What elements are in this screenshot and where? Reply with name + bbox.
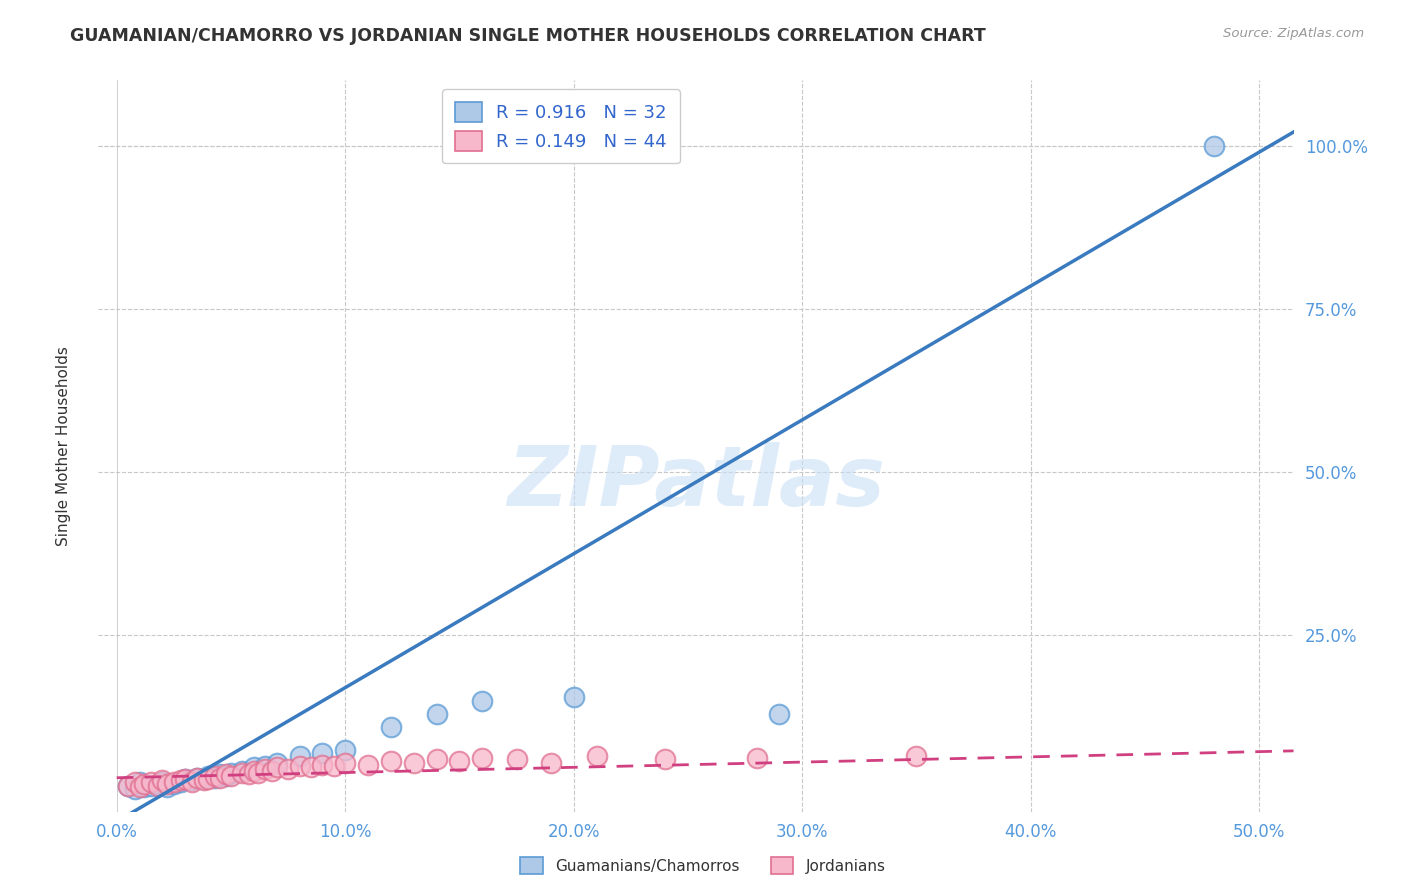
Point	[219, 769, 242, 783]
Point	[204, 771, 226, 785]
Point	[288, 759, 311, 773]
Point	[156, 777, 179, 791]
Point	[540, 756, 562, 770]
Point	[266, 760, 288, 774]
Point	[335, 756, 357, 770]
Point	[654, 752, 676, 766]
Point	[163, 777, 186, 791]
Point	[134, 777, 156, 791]
Legend: Guamanians/Chamorros, Jordanians: Guamanians/Chamorros, Jordanians	[515, 851, 891, 880]
Text: ZIPatlas: ZIPatlas	[508, 442, 884, 523]
Point	[380, 754, 402, 768]
Point	[134, 780, 156, 794]
Point	[247, 765, 270, 780]
Point	[238, 767, 260, 781]
Point	[288, 749, 311, 764]
Point	[146, 777, 169, 791]
Point	[139, 779, 162, 793]
Point	[215, 767, 238, 781]
Point	[174, 772, 197, 786]
Point	[186, 771, 208, 785]
Point	[254, 759, 277, 773]
Point	[768, 706, 790, 721]
Point	[215, 769, 238, 783]
Point	[402, 756, 425, 770]
Point	[562, 690, 585, 705]
Point	[193, 772, 215, 786]
Point	[204, 769, 226, 783]
Point	[322, 759, 344, 773]
Point	[197, 772, 219, 786]
Point	[449, 754, 471, 768]
Point	[181, 775, 204, 789]
Point	[117, 779, 139, 793]
Point	[262, 764, 284, 779]
Point	[471, 694, 494, 708]
Point	[311, 746, 333, 760]
Point	[311, 757, 333, 772]
Point	[231, 764, 253, 779]
Text: Single Mother Households: Single Mother Households	[56, 346, 70, 546]
Point	[208, 767, 231, 781]
Point	[139, 775, 162, 789]
Point	[186, 771, 208, 785]
Point	[208, 771, 231, 785]
Point	[170, 773, 193, 788]
Point	[254, 762, 277, 776]
Point	[146, 779, 169, 793]
Point	[380, 720, 402, 734]
Point	[117, 779, 139, 793]
Point	[357, 757, 380, 772]
Point	[174, 772, 197, 786]
Point	[266, 756, 288, 770]
Point	[170, 775, 193, 789]
Point	[585, 749, 607, 764]
Point	[152, 773, 174, 788]
Text: Source: ZipAtlas.com: Source: ZipAtlas.com	[1223, 27, 1364, 40]
Point	[128, 780, 150, 794]
Point	[197, 769, 219, 783]
Point	[128, 775, 150, 789]
Point	[471, 751, 494, 765]
Point	[193, 773, 215, 788]
Point	[426, 752, 449, 766]
Point	[299, 760, 322, 774]
Point	[243, 764, 266, 779]
Text: GUAMANIAN/CHAMORRO VS JORDANIAN SINGLE MOTHER HOUSEHOLDS CORRELATION CHART: GUAMANIAN/CHAMORRO VS JORDANIAN SINGLE M…	[70, 27, 986, 45]
Point	[243, 760, 266, 774]
Point	[231, 765, 253, 780]
Point	[745, 751, 768, 765]
Point	[181, 773, 204, 788]
Point	[163, 775, 186, 789]
Point	[124, 775, 146, 789]
Point	[505, 752, 527, 766]
Point	[335, 742, 357, 756]
Point	[426, 706, 449, 721]
Point	[219, 765, 242, 780]
Point	[124, 781, 146, 796]
Point	[1202, 138, 1225, 153]
Point	[156, 780, 179, 794]
Legend: R = 0.916   N = 32, R = 0.149   N = 44: R = 0.916 N = 32, R = 0.149 N = 44	[441, 89, 679, 163]
Point	[152, 775, 174, 789]
Point	[277, 762, 299, 776]
Point	[905, 749, 928, 764]
